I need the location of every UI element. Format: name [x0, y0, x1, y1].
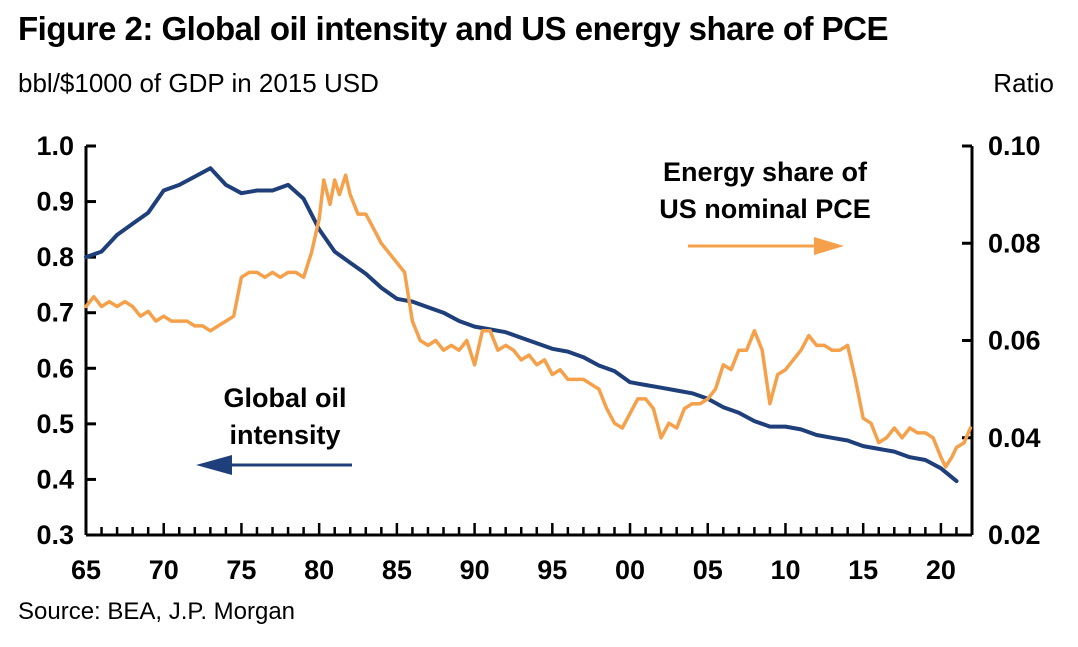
- annotations: Energy share of US nominal PCE Global oil i…: [196, 157, 871, 475]
- x-tick-label: 15: [848, 555, 878, 585]
- left-axis-title: bbl/$1000 of GDP in 2015 USD: [18, 68, 379, 98]
- oil-intensity-annotation: intensity: [229, 420, 340, 450]
- left-tick-label: 0.9: [36, 187, 74, 217]
- axes: 1.0 0.9 0.8 0.7 0.6 0.5 0.4 0.3 0.10 0.08 0.06 0.04…: [36, 131, 1040, 585]
- x-tick-label: 05: [693, 555, 723, 585]
- chart-title: Figure 2: Global oil intensity and US en…: [18, 10, 889, 47]
- right-tick-label: 0.10: [988, 131, 1041, 161]
- left-tick-label: 0.5: [36, 409, 74, 439]
- x-tick-label: 70: [149, 555, 179, 585]
- left-tick-label: 0.7: [36, 298, 74, 328]
- left-tick-label: 1.0: [36, 131, 74, 161]
- source-note: Source: BEA, J.P. Morgan: [18, 598, 296, 625]
- left-tick-label: 0.4: [36, 464, 74, 494]
- right-tick-label: 0.04: [988, 423, 1041, 453]
- right-axis-title: Ratio: [993, 68, 1054, 98]
- x-tick-label: 95: [537, 555, 567, 585]
- x-tick-label: 00: [615, 555, 645, 585]
- x-tick-label: 85: [382, 555, 412, 585]
- energy-share-annotation: Energy share of: [663, 157, 868, 187]
- oil-intensity-annotation: Global oil: [223, 383, 346, 413]
- oil-intensity-arrow-head: [196, 455, 232, 475]
- series-line-energy_share: [84, 173, 973, 469]
- x-tick-label: 20: [926, 555, 956, 585]
- x-tick-label: 65: [71, 555, 101, 585]
- right-tick-label: 0.06: [988, 326, 1041, 356]
- right-tick-label: 0.08: [988, 228, 1041, 258]
- x-tick-label: 80: [304, 555, 334, 585]
- right-tick-label: 0.02: [988, 520, 1041, 550]
- left-tick-label: 0.8: [36, 242, 74, 272]
- left-tick-label: 0.6: [36, 353, 74, 383]
- left-tick-label: 0.3: [36, 520, 74, 550]
- x-tick-label: 90: [460, 555, 490, 585]
- energy-share-annotation: US nominal PCE: [659, 194, 871, 224]
- series-layer: [84, 166, 973, 484]
- x-tick-label: 10: [770, 555, 800, 585]
- energy-share-arrow-head: [814, 237, 844, 255]
- x-tick-label: 75: [226, 555, 256, 585]
- series-line-oil_intensity: [84, 166, 959, 484]
